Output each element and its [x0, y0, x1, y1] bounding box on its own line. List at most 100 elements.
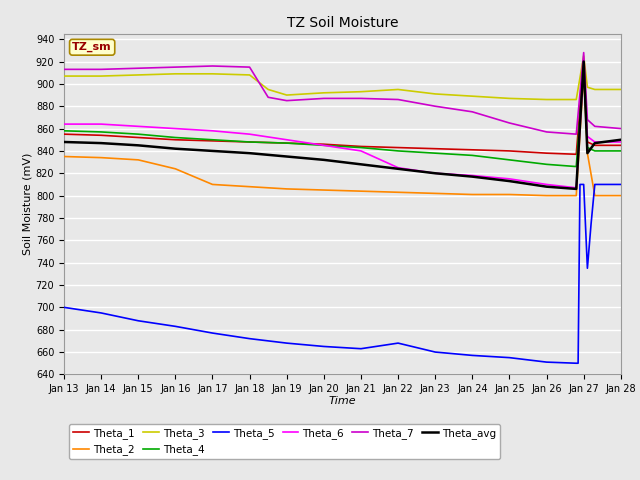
Theta_1 — [134, 134, 142, 140]
Theta_1 — [357, 144, 365, 149]
Theta_1 — [572, 151, 580, 157]
Theta_5 — [506, 355, 513, 360]
Theta_6 — [468, 173, 476, 179]
Theta_avg — [60, 139, 68, 145]
Theta_6 — [394, 165, 402, 170]
Theta_4 — [97, 129, 105, 135]
Line: Theta_7: Theta_7 — [64, 53, 621, 134]
Theta_6 — [591, 139, 598, 145]
Theta_3 — [357, 89, 365, 95]
Theta_6 — [617, 139, 625, 145]
Theta_1 — [97, 132, 105, 138]
Theta_1 — [584, 139, 591, 145]
Theta_4 — [431, 150, 439, 156]
Theta_4 — [283, 140, 291, 146]
Theta_5 — [172, 324, 179, 329]
Theta_5 — [574, 360, 582, 366]
Line: Theta_1: Theta_1 — [64, 61, 621, 154]
Theta_6 — [283, 137, 291, 143]
Theta_4 — [584, 144, 591, 150]
Line: Theta_3: Theta_3 — [64, 56, 621, 99]
Theta_3 — [97, 73, 105, 79]
Theta_2 — [617, 193, 625, 199]
Theta_5 — [468, 352, 476, 358]
Theta_3 — [394, 86, 402, 92]
Theta_2 — [572, 193, 580, 199]
Theta_2 — [580, 70, 588, 75]
Theta_3 — [246, 72, 253, 78]
Theta_1 — [543, 150, 550, 156]
Theta_3 — [580, 53, 588, 59]
Theta_4 — [60, 128, 68, 134]
Theta_avg — [134, 143, 142, 148]
Theta_5 — [357, 346, 365, 351]
Theta_5 — [97, 310, 105, 316]
Theta_6 — [97, 121, 105, 127]
Theta_1 — [617, 143, 625, 148]
Theta_3 — [617, 86, 625, 92]
Theta_5 — [576, 181, 584, 187]
Theta_5 — [580, 181, 588, 187]
Theta_avg — [431, 170, 439, 176]
Theta_4 — [468, 153, 476, 158]
Theta_4 — [134, 132, 142, 137]
Theta_2 — [60, 154, 68, 159]
Theta_5 — [617, 181, 625, 187]
Line: Theta_6: Theta_6 — [64, 67, 621, 188]
Theta_5 — [283, 340, 291, 346]
Theta_1 — [246, 139, 253, 145]
Theta_3 — [584, 84, 591, 90]
Theta_2 — [97, 155, 105, 160]
Theta_3 — [320, 90, 328, 96]
Theta_6 — [572, 185, 580, 191]
Theta_7 — [209, 63, 216, 69]
Theta_2 — [209, 181, 216, 187]
Theta_6 — [431, 170, 439, 176]
Theta_3 — [134, 72, 142, 78]
Title: TZ Soil Moisture: TZ Soil Moisture — [287, 16, 398, 30]
Theta_5 — [572, 360, 580, 366]
Theta_3 — [543, 96, 550, 102]
Theta_6 — [246, 132, 253, 137]
Line: Theta_avg: Theta_avg — [64, 61, 621, 189]
Theta_1 — [591, 143, 598, 148]
Theta_7 — [134, 65, 142, 71]
Theta_6 — [172, 126, 179, 132]
Theta_7 — [617, 126, 625, 132]
Theta_4 — [357, 144, 365, 150]
Theta_avg — [584, 150, 591, 156]
Theta_7 — [264, 95, 272, 100]
Theta_6 — [506, 176, 513, 182]
Theta_avg — [320, 157, 328, 163]
Theta_6 — [543, 181, 550, 187]
Theta_5 — [431, 349, 439, 355]
Theta_1 — [580, 59, 588, 64]
Theta_6 — [580, 64, 588, 70]
Theta_6 — [60, 121, 68, 127]
Theta_2 — [246, 184, 253, 190]
Theta_2 — [431, 191, 439, 196]
Theta_4 — [246, 139, 253, 145]
Theta_7 — [394, 96, 402, 102]
Theta_7 — [468, 109, 476, 115]
Text: TZ_sm: TZ_sm — [72, 42, 112, 52]
Legend: Theta_1, Theta_2, Theta_3, Theta_4, Theta_5, Theta_6, Theta_7, Theta_avg: Theta_1, Theta_2, Theta_3, Theta_4, Thet… — [69, 424, 500, 459]
Theta_1 — [209, 138, 216, 144]
Line: Theta_2: Theta_2 — [64, 72, 621, 196]
Theta_5 — [588, 221, 595, 227]
Theta_avg — [468, 174, 476, 180]
Theta_5 — [543, 359, 550, 365]
Theta_5 — [584, 265, 591, 271]
Theta_3 — [60, 73, 68, 79]
Theta_4 — [506, 157, 513, 163]
Theta_2 — [320, 187, 328, 193]
Theta_7 — [172, 64, 179, 70]
Theta_avg — [572, 186, 580, 192]
Theta_avg — [580, 59, 588, 64]
Theta_1 — [468, 147, 476, 153]
Theta_6 — [209, 128, 216, 134]
Theta_3 — [283, 92, 291, 98]
Theta_2 — [543, 193, 550, 199]
Theta_6 — [584, 133, 591, 139]
X-axis label: Time: Time — [328, 396, 356, 406]
